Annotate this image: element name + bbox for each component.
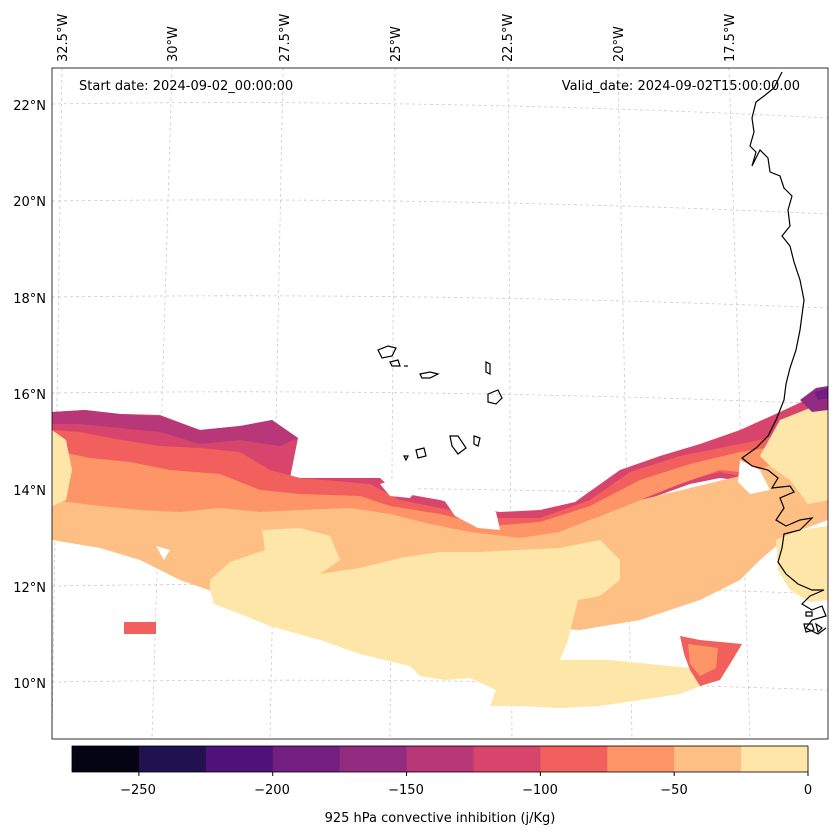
lon-label: 27.5°W <box>278 14 293 62</box>
contour-region-coast-darker <box>814 388 828 400</box>
contour-hole-3 <box>380 478 420 498</box>
contour-hole-1 <box>80 548 118 560</box>
colorbar-tick-label: 0 <box>804 783 812 798</box>
colorbar-tick-label: −100 <box>522 783 558 798</box>
colorbar-ticks: −250 −200 −150 −100 −50 0 <box>120 783 812 798</box>
islands-bijagos-2 <box>803 623 815 633</box>
contour-region-neg125 <box>52 410 298 446</box>
colorbar-segment <box>138 746 207 772</box>
islands-bijagos-3 <box>815 622 823 634</box>
lat-label: 22°N <box>13 99 46 114</box>
island-fogo <box>415 447 427 459</box>
colorbar-label: 925 hPa convective inhibition (j/Kg) <box>325 811 556 826</box>
colorbar-segment <box>674 746 742 772</box>
longitude-axis: 32.5°W 30°W 27.5°W 25°W 22.5°W 20°W 17.5… <box>56 14 738 62</box>
lat-label: 18°N <box>13 292 46 307</box>
island-boa-vista <box>487 389 503 405</box>
islands-bijagos-1 <box>805 611 813 617</box>
contour-hole-4 <box>738 460 770 494</box>
contour-patch-small <box>124 622 156 634</box>
island-sal <box>485 361 491 375</box>
colorbar-segment <box>741 746 809 772</box>
island-brava <box>403 455 409 462</box>
colorbar-segment <box>205 746 274 772</box>
lon-label: 25°W <box>389 26 404 62</box>
colorbar-segment <box>473 746 541 772</box>
colorbar-frame <box>71 745 809 773</box>
island-sao-vicente <box>389 359 401 367</box>
coastlines <box>377 71 827 635</box>
colorbar-segment <box>72 746 140 772</box>
lon-label: 20°W <box>612 26 627 62</box>
map-plot-area <box>52 68 828 739</box>
lon-label: 30°W <box>166 26 181 62</box>
lat-label: 14°N <box>13 484 46 499</box>
contour-region-neg0 <box>210 528 700 708</box>
valid-date-label: Valid_date: 2024-09-02T15:00:00.00 <box>562 79 800 94</box>
island-santo-antao <box>377 345 397 359</box>
contour-fill <box>52 386 828 708</box>
colorbar-segment <box>607 746 675 772</box>
contour-hole-2 <box>440 494 500 530</box>
island-sao-nicolau <box>419 371 440 379</box>
contour-hole-5 <box>156 546 170 560</box>
lon-label: 17.5°W <box>723 14 738 62</box>
africa-coastline <box>741 71 827 635</box>
latitude-axis: 22°N 20°N 18°N 16°N 14°N 12°N 10°N <box>13 99 46 692</box>
colorbar-tick-label: −200 <box>254 783 290 798</box>
colorbar-tick-label: −250 <box>120 783 156 798</box>
colorbar-segment <box>406 746 474 772</box>
colorbar-tick-label: −150 <box>388 783 424 798</box>
contour-region-east-pocket-inner <box>688 644 718 676</box>
island-santiago <box>449 435 467 455</box>
colorbar-segment <box>272 746 341 772</box>
colorbar-segment <box>540 746 608 772</box>
contour-region-west-pocket <box>52 430 72 506</box>
contour-region-coast-south <box>776 526 828 602</box>
map-frame <box>51 67 829 740</box>
colorbar-segment <box>339 746 408 772</box>
lat-label: 20°N <box>13 195 46 210</box>
contour-region-coast <box>760 400 828 504</box>
lat-label: 16°N <box>13 388 46 403</box>
lon-label: 22.5°W <box>501 14 516 62</box>
lat-label: 10°N <box>13 677 46 692</box>
colorbar-tick-label: −50 <box>660 783 687 798</box>
lat-label: 12°N <box>13 581 46 596</box>
lon-label: 32.5°W <box>56 14 71 62</box>
colorbar <box>71 745 809 776</box>
island-maio <box>473 435 481 447</box>
start-date-label: Start date: 2024-09-02_00:00:00 <box>79 79 293 94</box>
